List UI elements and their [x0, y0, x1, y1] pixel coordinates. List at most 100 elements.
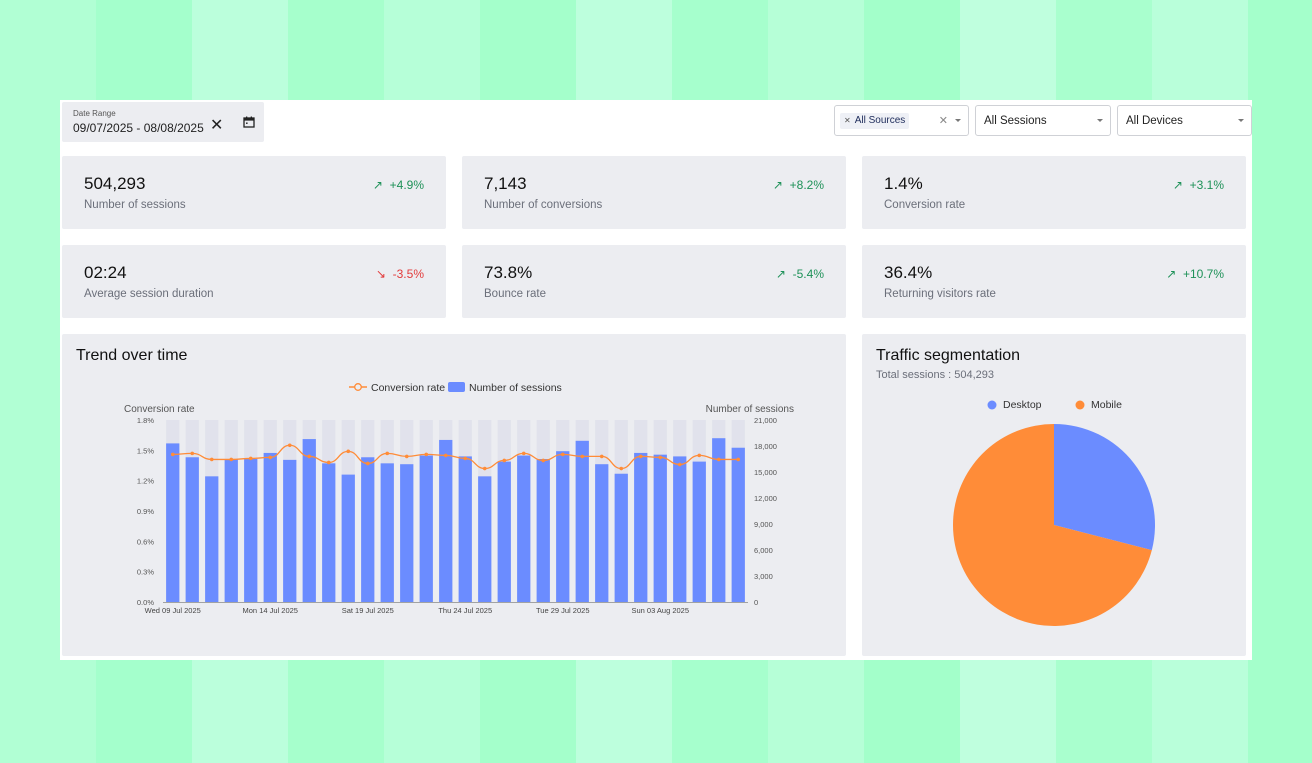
- kpi-delta: ↘ -3.5%: [376, 267, 424, 281]
- legend-swatch: [987, 400, 997, 410]
- sources-select[interactable]: ✕ All Sources ✕: [834, 105, 969, 136]
- kpi-session-duration: 02:24 Average session duration ↘ -3.5%: [62, 245, 446, 318]
- y-axis-left-tick: 0.6%: [137, 537, 154, 546]
- x-axis-tick: Thu 24 Jul 2025: [438, 606, 492, 615]
- y-axis-left-tick: 1.5%: [137, 446, 154, 455]
- calendar-icon[interactable]: [243, 116, 255, 128]
- y-axis-right-tick: 15,000: [754, 468, 777, 477]
- conversion-rate-point: [404, 454, 409, 459]
- legend-bar-marker: [448, 382, 465, 392]
- sessions-bar: [166, 443, 180, 602]
- kpi-delta: ↗ +3.1%: [1173, 178, 1224, 192]
- chevron-down-icon[interactable]: [1097, 119, 1103, 122]
- devices-select[interactable]: All Devices: [1117, 105, 1252, 136]
- sessions-select[interactable]: All Sessions: [975, 105, 1111, 136]
- kpi-delta: ↗ -5.4%: [776, 267, 824, 281]
- conversion-rate-point: [365, 461, 370, 466]
- y-axis-right-tick: 3,000: [754, 572, 773, 581]
- kpi-value: 36.4%: [884, 263, 933, 282]
- sessions-bar: [614, 473, 628, 602]
- conversion-rate-point: [248, 456, 253, 461]
- legend-label: Number of sessions: [469, 382, 562, 394]
- date-range-label: Date Range: [73, 109, 116, 118]
- y-axis-right-tick: 18,000: [754, 442, 777, 451]
- chevron-down-icon[interactable]: [1238, 119, 1244, 122]
- conversion-rate-point: [268, 455, 273, 460]
- date-range-value[interactable]: 09/07/2025 - 08/08/2025: [73, 121, 204, 135]
- arrow-up-right-icon: ↗: [772, 178, 783, 192]
- y-axis-left-tick: 1.2%: [137, 477, 154, 486]
- sessions-bar: [556, 451, 570, 602]
- sessions-bar: [224, 459, 238, 602]
- conversion-rate-point: [638, 454, 643, 459]
- arrow-up-right-icon: ↗: [1166, 267, 1177, 281]
- conversion-rate-point: [424, 452, 429, 457]
- sessions-bar: [244, 459, 258, 602]
- conversion-rate-point: [677, 462, 682, 467]
- kpi-delta-value: -5.4%: [792, 267, 824, 281]
- conversion-rate-point: [541, 458, 546, 463]
- devices-select-value: All Devices: [1126, 115, 1183, 127]
- date-range-picker[interactable]: Date Range 09/07/2025 - 08/08/2025 ✕: [62, 102, 264, 142]
- conversion-rate-point: [443, 453, 448, 458]
- y-axis-right-tick: 0: [754, 598, 758, 607]
- sessions-bar: [322, 463, 336, 602]
- sessions-bar: [497, 461, 511, 602]
- sessions-bar: [205, 476, 219, 602]
- y-axis-right-tick: 21,000: [754, 416, 777, 425]
- y-axis-left-tick: 0.9%: [137, 507, 154, 516]
- chevron-down-icon[interactable]: [955, 119, 961, 122]
- clear-icon[interactable]: ✕: [938, 115, 948, 127]
- sessions-bar: [361, 457, 375, 602]
- y-axis-right-tick: 12,000: [754, 494, 777, 503]
- conversion-rate-point: [482, 466, 487, 471]
- kpi-label: Returning visitors rate: [884, 288, 996, 300]
- y-axis-right-title: Number of sessions: [706, 404, 794, 415]
- sessions-bar: [653, 454, 667, 602]
- sessions-bar: [419, 455, 433, 602]
- pie-slice-desktop: [1054, 424, 1155, 551]
- sessions-bar: [458, 456, 472, 602]
- kpi-delta-value: +4.9%: [389, 178, 424, 192]
- sessions-bar: [185, 457, 199, 602]
- kpi-label: Bounce rate: [484, 288, 547, 300]
- sessions-bar: [536, 459, 550, 602]
- close-icon[interactable]: ✕: [210, 117, 224, 134]
- arrow-up-right-icon: ↗: [775, 267, 786, 281]
- pie-slice-mobile: [953, 424, 1152, 626]
- kpi-label: Number of sessions: [84, 199, 186, 211]
- x-axis-tick: Wed 09 Jul 2025: [145, 606, 201, 615]
- legend-label: Conversion rate: [371, 382, 445, 394]
- y-axis-right-tick: 6,000: [754, 546, 773, 555]
- conversion-rate-point: [521, 451, 526, 456]
- conversion-rate-point: [599, 454, 604, 459]
- kpi-label: Conversion rate: [884, 199, 966, 211]
- legend-label: Desktop: [1003, 399, 1042, 411]
- x-axis-tick: Tue 29 Jul 2025: [536, 606, 590, 615]
- x-axis-tick: Sun 03 Aug 2025: [631, 606, 689, 615]
- sessions-bar: [439, 439, 453, 602]
- segmentation-subtitle: Total sessions : 504,293: [876, 369, 995, 381]
- sessions-bar: [673, 456, 687, 602]
- dashboard-panel: Date Range 09/07/2025 - 08/08/2025 ✕ ✕ Al…: [60, 100, 1252, 660]
- kpi-delta: ↗ +8.2%: [773, 178, 824, 192]
- kpi-label: Average session duration: [84, 288, 214, 300]
- sessions-bar: [595, 464, 609, 602]
- y-axis-left-tick: 1.8%: [137, 416, 154, 425]
- sources-chip[interactable]: ✕ All Sources: [840, 113, 910, 129]
- sessions-bar: [634, 452, 648, 602]
- sessions-select-value: All Sessions: [984, 115, 1047, 127]
- chip-remove-icon[interactable]: ✕: [844, 116, 851, 125]
- conversion-rate-point: [209, 457, 214, 462]
- sessions-bar: [692, 461, 706, 602]
- conversion-rate-point: [697, 453, 702, 458]
- sessions-bar: [263, 452, 277, 602]
- kpi-delta: ↗ +4.9%: [373, 178, 424, 192]
- kpi-delta-value: +10.7%: [1182, 267, 1224, 281]
- y-axis-left-tick: 0.0%: [137, 598, 154, 607]
- conversion-rate-point: [736, 457, 741, 462]
- conversion-rate-point: [170, 452, 175, 457]
- sessions-bar: [283, 459, 297, 602]
- kpi-label: Number of conversions: [484, 199, 603, 211]
- sessions-bar: [380, 463, 394, 602]
